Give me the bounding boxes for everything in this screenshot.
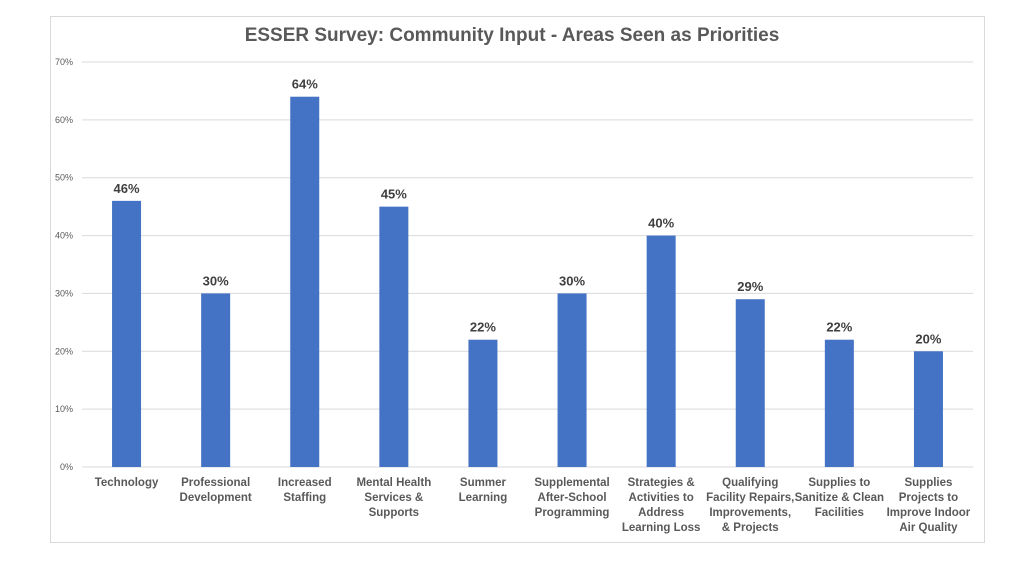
chart-frame [50, 16, 985, 543]
data-label: 30% [203, 273, 229, 288]
x-category-label: Technology [94, 477, 159, 489]
bar [913, 351, 943, 467]
bar [290, 96, 320, 467]
data-label: 46% [114, 181, 140, 196]
x-category-label: Summer Learning [458, 477, 508, 504]
bar [379, 206, 409, 467]
y-tick-label: 30% [55, 288, 73, 298]
y-tick-label: 20% [55, 346, 73, 356]
x-category-label: Professional Development [179, 477, 252, 504]
bar [112, 200, 142, 467]
x-category-label: Strategies & Activities to Address Learn… [621, 477, 701, 534]
data-label: 22% [826, 320, 852, 335]
y-tick-label: 50% [55, 173, 73, 183]
bar [201, 293, 231, 467]
bar [557, 293, 587, 467]
x-category-label: Supplemental After-School Programming [534, 477, 610, 519]
y-tick-label: 70% [55, 57, 73, 67]
y-tick-label: 10% [55, 404, 73, 414]
bar [468, 339, 498, 467]
data-label: 64% [292, 77, 318, 92]
chart-title: ESSER Survey: Community Input - Areas Se… [244, 25, 780, 46]
x-category-label: Supplies Projects to Improve Indoor Air … [886, 477, 971, 534]
x-category-label: Qualifying Facility Repairs, Improvement… [706, 477, 795, 534]
x-category-label: Supplies to Sanitize & Clean Facilities [794, 477, 885, 519]
y-tick-label: 60% [55, 115, 73, 125]
y-tick-label: 0% [60, 462, 73, 472]
data-label: 40% [648, 216, 674, 231]
y-tick-label: 40% [55, 231, 73, 241]
bar [646, 235, 676, 467]
bar [824, 339, 854, 467]
x-category-label: Mental Health Services & Supports [356, 477, 432, 519]
bar [735, 299, 765, 467]
data-label: 30% [559, 273, 585, 288]
data-label: 20% [915, 331, 941, 346]
data-label: 29% [737, 279, 763, 294]
x-category-label: Increased Staffing [277, 477, 332, 504]
data-label: 45% [381, 187, 407, 202]
data-label: 22% [470, 320, 496, 335]
